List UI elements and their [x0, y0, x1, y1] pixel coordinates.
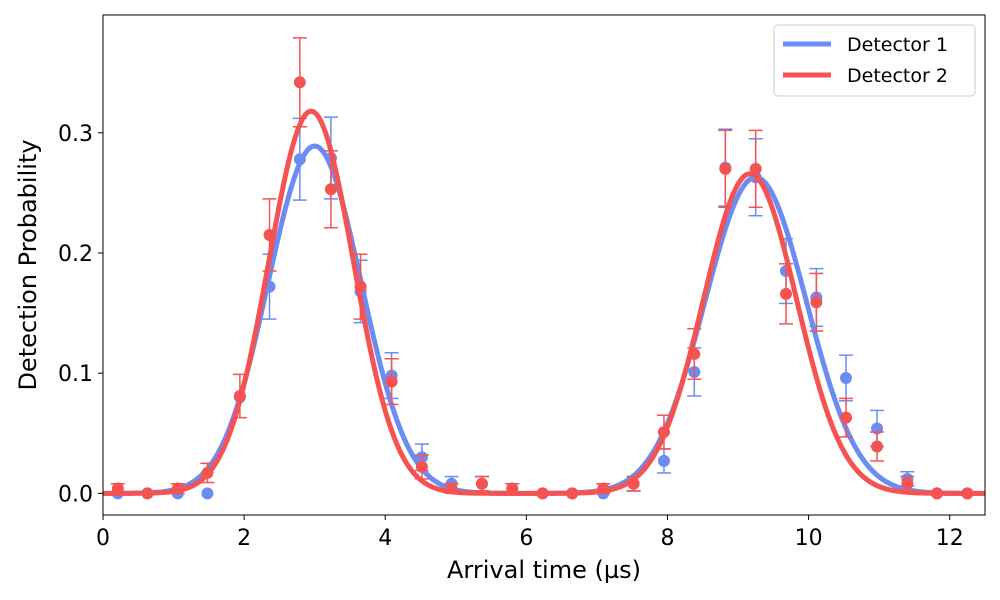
x-axis-label: Arrival time (µs) — [447, 556, 641, 584]
data-point — [385, 375, 398, 388]
y-tick-label: 0.3 — [58, 122, 93, 147]
data-point — [749, 162, 762, 175]
y-tick-label: 0.0 — [58, 482, 93, 507]
data-point — [961, 487, 974, 500]
data-point — [901, 477, 914, 490]
y-axis: 0.0 0.1 0.2 0.3 — [58, 122, 103, 507]
data-point — [657, 426, 670, 439]
plot-layer — [103, 37, 985, 500]
legend-label-detector-2: Detector 2 — [847, 65, 948, 87]
x-tick-label: 0 — [96, 526, 110, 551]
x-tick-label: 8 — [660, 526, 674, 551]
y-tick-label: 0.1 — [58, 362, 93, 387]
data-point — [627, 477, 640, 490]
data-point — [171, 482, 184, 495]
x-tick-label: 2 — [237, 526, 251, 551]
x-axis: 0 2 4 6 8 10 12 — [96, 515, 964, 551]
x-tick-label: 12 — [936, 526, 964, 551]
data-point — [597, 482, 610, 495]
data-point — [506, 482, 519, 495]
y-tick-label: 0.2 — [58, 242, 93, 267]
legend: Detector 1 Detector 2 — [773, 24, 976, 97]
data-point — [263, 228, 276, 241]
x-tick-label: 4 — [378, 526, 392, 551]
data-point — [871, 440, 884, 453]
data-point — [415, 460, 428, 473]
data-point — [536, 487, 549, 500]
data-point — [931, 487, 944, 500]
data-point — [839, 411, 852, 424]
legend-label-detector-1: Detector 1 — [847, 34, 948, 56]
data-point — [566, 487, 579, 500]
data-point — [233, 390, 246, 403]
y-axis-label: Detection Probability — [14, 139, 42, 390]
data-point — [324, 183, 337, 196]
data-point — [141, 487, 154, 500]
x-tick-label: 10 — [795, 526, 823, 551]
data-point — [475, 477, 488, 490]
data-point — [445, 482, 458, 495]
data-point — [719, 162, 732, 175]
data-point — [688, 347, 701, 360]
data-point — [839, 371, 852, 384]
data-point — [293, 153, 306, 166]
data-point — [201, 466, 214, 479]
x-tick-label: 6 — [519, 526, 533, 551]
data-point — [810, 296, 823, 309]
data-point — [657, 454, 670, 467]
data-point — [293, 76, 306, 89]
data-point — [201, 487, 214, 500]
data-point — [354, 280, 367, 293]
data-point — [111, 482, 124, 495]
series-detector-2 — [103, 37, 985, 500]
data-point — [780, 287, 793, 300]
plot-frame — [102, 14, 986, 516]
